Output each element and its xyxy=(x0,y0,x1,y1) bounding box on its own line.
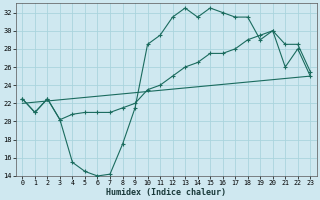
X-axis label: Humidex (Indice chaleur): Humidex (Indice chaleur) xyxy=(106,188,226,197)
